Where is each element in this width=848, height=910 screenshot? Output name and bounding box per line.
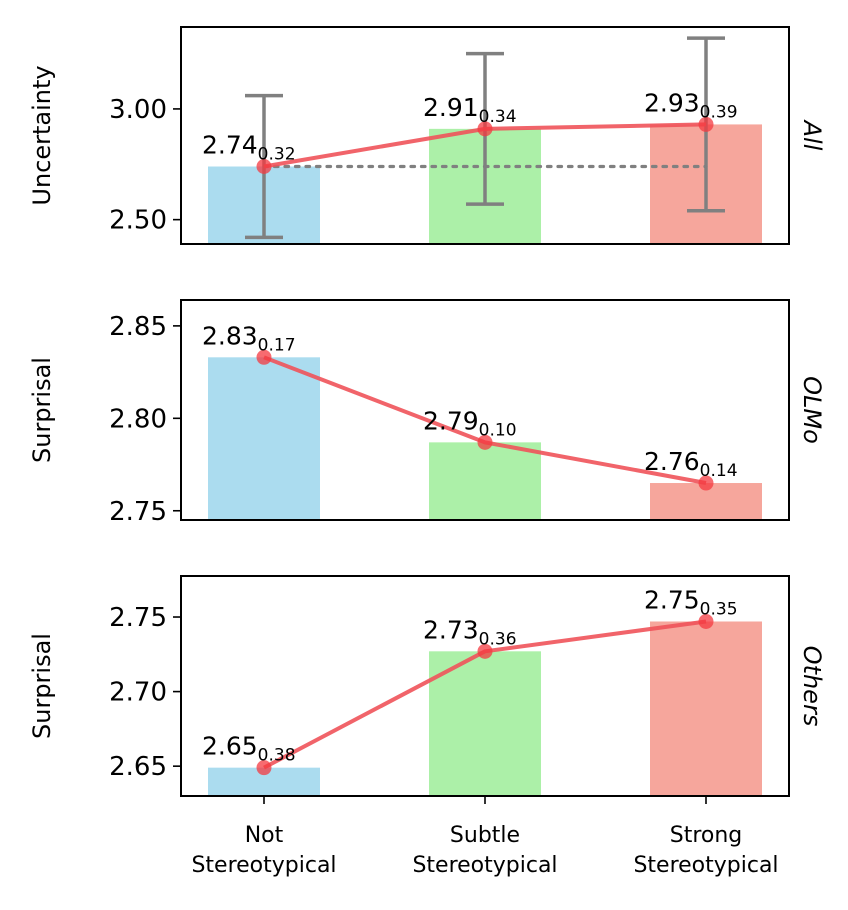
y-axis-label: Surprisal <box>28 357 56 463</box>
value-main: 2.73 <box>423 615 479 644</box>
value-main: 2.91 <box>423 93 479 122</box>
bar-subtle-stereotypical <box>429 651 541 796</box>
value-main: 2.65 <box>202 732 258 761</box>
value-label: 2.740.32 <box>202 131 296 165</box>
axes-frame <box>180 299 790 521</box>
value-main: 2.75 <box>644 585 700 614</box>
value-main: 2.79 <box>423 406 479 435</box>
value-label: 2.750.35 <box>644 585 738 619</box>
value-std: 0.35 <box>700 599 738 619</box>
value-std: 0.39 <box>700 102 738 122</box>
mean-point <box>698 613 714 629</box>
mean-point <box>698 116 714 132</box>
value-label: 2.930.39 <box>644 88 738 122</box>
mean-point <box>477 434 493 450</box>
y-tick-label: 2.70 <box>109 678 167 708</box>
x-category-label: Strong <box>670 823 743 848</box>
y-tick-label: 2.75 <box>109 497 167 527</box>
bar-not-stereotypical <box>208 357 320 520</box>
mean-point <box>256 159 272 174</box>
bar-subtle-stereotypical <box>429 442 541 520</box>
mean-point <box>256 349 272 365</box>
value-label: 2.730.36 <box>423 615 517 649</box>
y-tick-label: 2.80 <box>109 404 167 434</box>
value-main: 2.76 <box>644 447 700 476</box>
mean-point <box>477 643 493 659</box>
panel-others: 2.650.382.730.362.750.352.652.702.75Surp… <box>28 575 826 804</box>
mean-point <box>698 475 714 491</box>
value-label: 2.830.17 <box>202 321 296 355</box>
mean-point <box>477 121 493 137</box>
y-tick-label: 3.00 <box>109 95 167 125</box>
value-main: 2.83 <box>202 321 258 350</box>
value-std: 0.10 <box>479 420 517 440</box>
value-std: 0.32 <box>258 145 296 165</box>
y-tick-label: 2.75 <box>109 603 167 633</box>
value-main: 2.93 <box>644 88 700 117</box>
x-category-label: Stereotypical <box>412 853 557 878</box>
axes-frame <box>180 26 790 245</box>
value-std: 0.14 <box>700 461 738 481</box>
value-main: 2.74 <box>202 131 258 160</box>
y-tick-label: 2.50 <box>109 206 167 236</box>
y-axis-label: Surprisal <box>28 633 56 739</box>
value-std: 0.17 <box>258 335 296 355</box>
x-category-label: Subtle <box>450 823 520 848</box>
panel-all: 2.740.32 2.910.34 2.930.39 2.50 3.00 Uncertai… <box>28 26 826 245</box>
value-std: 0.34 <box>479 107 517 127</box>
panel-label: Others <box>798 646 826 727</box>
y-axis-label: Uncertainty <box>28 65 56 205</box>
value-label: 2.760.14 <box>644 447 738 481</box>
mean-point <box>256 760 272 776</box>
value-std: 0.38 <box>258 746 296 766</box>
value-std: 0.36 <box>479 629 517 649</box>
panel-label: OLMo <box>798 376 826 444</box>
bar-strong-stereotypical <box>650 621 762 796</box>
y-tick-label: 2.65 <box>109 752 167 782</box>
panel-label: All <box>798 119 826 151</box>
panel-olmo: 2.830.17 2.790.10 2.760.14 2.75 2.80 2.85 Surp… <box>28 299 826 527</box>
value-label: 2.790.10 <box>423 406 517 440</box>
x-category-label: Not <box>245 823 284 848</box>
value-label: 2.910.34 <box>423 93 517 127</box>
x-category-label: Stereotypical <box>191 853 336 878</box>
y-tick-label: 2.85 <box>109 312 167 342</box>
value-label: 2.650.38 <box>202 732 296 766</box>
x-category-label: Stereotypical <box>633 853 778 878</box>
